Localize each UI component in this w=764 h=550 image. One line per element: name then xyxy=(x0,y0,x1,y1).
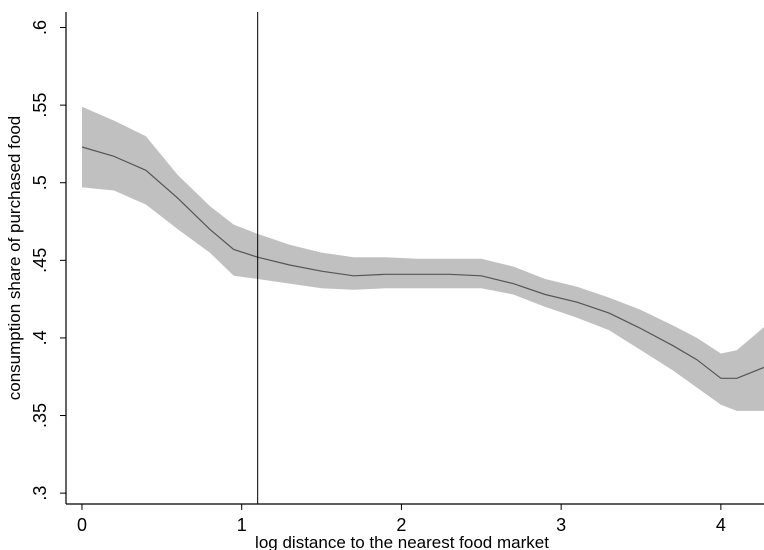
fitted-line xyxy=(81,146,764,379)
y-tick-label: .4 xyxy=(30,330,50,345)
x-tick-label: 0 xyxy=(77,515,87,535)
plot-area xyxy=(81,106,764,411)
confidence-band xyxy=(82,106,764,411)
axes: .3 .35 .4 .45 .5 .55 .6 0 1 2 3 4 xyxy=(30,12,764,535)
x-tick-label: 2 xyxy=(396,515,406,535)
y-tick-label: .6 xyxy=(30,20,50,35)
y-tick-label: .35 xyxy=(30,403,50,428)
x-tick-label: 1 xyxy=(237,515,247,535)
y-axis-title: consumption share of purchased food xyxy=(5,116,24,400)
x-axis-title: log distance to the nearest food market xyxy=(255,533,549,550)
x-tick-label: 4 xyxy=(716,515,726,535)
y-tick-label: .45 xyxy=(30,248,50,273)
x-tick-label: 3 xyxy=(556,515,566,535)
y-tick-label: .5 xyxy=(30,175,50,190)
y-tick-label: .55 xyxy=(30,93,50,118)
y-tick-label: .3 xyxy=(30,486,50,501)
